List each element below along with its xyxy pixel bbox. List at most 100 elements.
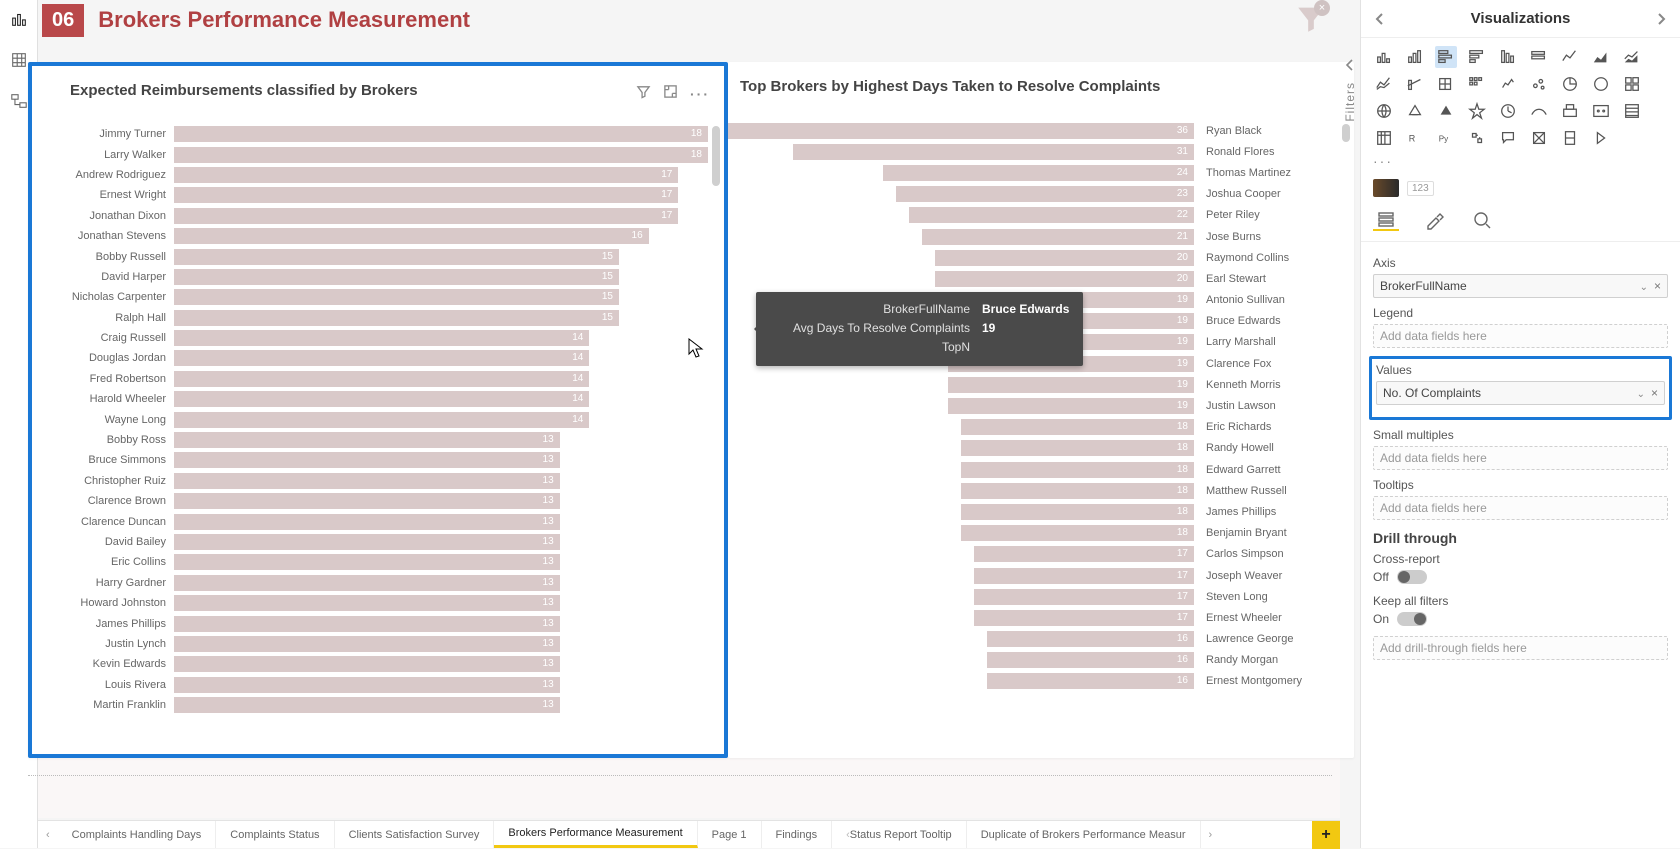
bar[interactable]: 15 — [174, 269, 619, 285]
bar[interactable]: 15 — [174, 289, 619, 305]
bar[interactable]: 20 — [935, 271, 1194, 287]
bar[interactable]: 13 — [174, 616, 560, 632]
bar[interactable]: 13 — [174, 554, 560, 570]
bar[interactable]: 14 — [174, 412, 589, 428]
bar-row[interactable]: Clarence Brown13 — [42, 491, 708, 511]
bar-row[interactable]: Louis Rivera13 — [42, 675, 708, 695]
viz-type-icon[interactable] — [1590, 73, 1612, 95]
chevron-down-icon[interactable]: ⌄ — [1637, 389, 1645, 400]
bar[interactable]: 18 — [174, 126, 708, 142]
viz-type-icon[interactable] — [1590, 46, 1612, 68]
bar-row[interactable]: 36Ryan Black — [728, 120, 1344, 141]
viz-type-icon[interactable] — [1373, 100, 1395, 122]
drill-through-field-well[interactable]: Add drill-through fields here — [1373, 636, 1668, 660]
bar-row[interactable]: Andrew Rodriguez17 — [42, 165, 708, 185]
viz-type-icon[interactable] — [1435, 73, 1457, 95]
viz-type-icon[interactable] — [1528, 100, 1550, 122]
bar-row[interactable]: 19Kenneth Morris — [728, 374, 1344, 395]
bar[interactable]: 13 — [174, 473, 560, 489]
bar-row[interactable]: 18Eric Richards — [728, 417, 1344, 438]
bar-row[interactable]: 23Joshua Cooper — [728, 184, 1344, 205]
data-view-icon[interactable] — [10, 51, 28, 74]
bar-row[interactable]: 20Raymond Collins — [728, 247, 1344, 268]
legend-field-well[interactable]: Add data fields here — [1373, 324, 1668, 348]
bar[interactable]: 13 — [174, 636, 560, 652]
bar-row[interactable]: 31Ronald Flores — [728, 141, 1344, 162]
gradient-chip[interactable] — [1373, 179, 1399, 197]
bar[interactable]: 18 — [174, 147, 708, 163]
bar[interactable]: 16 — [987, 673, 1194, 689]
bar-row[interactable]: Ralph Hall15 — [42, 308, 708, 328]
bar-row[interactable]: 18Benjamin Bryant — [728, 523, 1344, 544]
bar[interactable]: 20 — [935, 250, 1194, 266]
page-tab[interactable]: Duplicate of Brokers Performance Measur — [967, 821, 1201, 848]
bar[interactable]: 16 — [987, 631, 1194, 647]
bar[interactable]: 13 — [174, 575, 560, 591]
bar-row[interactable]: Bruce Simmons13 — [42, 450, 708, 470]
bar[interactable]: 13 — [174, 534, 560, 550]
top-brokers-days-chart[interactable]: Top Brokers by Highest Days Taken to Res… — [728, 62, 1354, 758]
bar[interactable]: 17 — [974, 568, 1194, 584]
viz-type-icon[interactable] — [1435, 46, 1457, 68]
bar-row[interactable]: Larry Walker18 — [42, 144, 708, 164]
bar[interactable]: 14 — [174, 350, 589, 366]
bar[interactable]: 16 — [987, 652, 1194, 668]
bar-row[interactable]: 18Matthew Russell — [728, 480, 1344, 501]
bar[interactable]: 13 — [174, 432, 560, 448]
chevron-down-icon[interactable]: ⌄ — [1640, 282, 1648, 293]
bar-row[interactable]: James Phillips13 — [42, 613, 708, 633]
bar-row[interactable]: David Bailey13 — [42, 532, 708, 552]
page-tab[interactable]: Complaints Status — [216, 821, 334, 848]
remove-field-icon[interactable]: × — [1654, 279, 1661, 293]
bar[interactable]: 13 — [174, 493, 560, 509]
bar-row[interactable]: 16Randy Morgan — [728, 650, 1344, 671]
bar-row[interactable]: 17Joseph Weaver — [728, 565, 1344, 586]
viz-type-icon[interactable] — [1497, 46, 1519, 68]
bar-row[interactable]: 20Earl Stewart — [728, 268, 1344, 289]
bar-row[interactable]: Jonathan Dixon17 — [42, 206, 708, 226]
tabs-scroll-right-icon[interactable]: › — [1201, 829, 1221, 841]
bar[interactable]: 13 — [174, 514, 560, 530]
viz-more-icon[interactable]: ··· — [1361, 153, 1680, 177]
small-multiples-field-well[interactable]: Add data fields here — [1373, 446, 1668, 470]
viz-type-icon[interactable] — [1621, 100, 1643, 122]
axis-field-well[interactable]: BrokerFullName ⌄× — [1373, 274, 1668, 298]
viz-type-icon[interactable] — [1528, 46, 1550, 68]
page-tab[interactable]: Clients Satisfaction Survey — [335, 821, 495, 848]
format-tab-icon[interactable] — [1421, 209, 1447, 231]
bar[interactable]: 18 — [961, 419, 1194, 435]
clear-filter-icon[interactable]: × — [1294, 2, 1328, 41]
bar-row[interactable]: 17Steven Long — [728, 586, 1344, 607]
bar[interactable]: 13 — [174, 677, 560, 693]
viz-type-icon[interactable] — [1466, 46, 1488, 68]
expected-reimbursements-chart[interactable]: Expected Reimbursements classified by Br… — [28, 62, 728, 758]
page-tab[interactable]: Findings — [762, 821, 833, 848]
bar[interactable]: 22 — [909, 207, 1194, 223]
bar-row[interactable]: Fred Robertson14 — [42, 369, 708, 389]
bar[interactable]: 17 — [974, 546, 1194, 562]
bar-row[interactable]: Ernest Wright17 — [42, 185, 708, 205]
bar[interactable]: 17 — [174, 167, 678, 183]
page-tab[interactable]: Page 1 — [698, 821, 762, 848]
page-tab[interactable]: Brokers Performance Measurement — [494, 821, 697, 848]
bar-row[interactable]: Wayne Long14 — [42, 409, 708, 429]
bar-row[interactable]: 16Lawrence George — [728, 629, 1344, 650]
bar[interactable]: 14 — [174, 371, 589, 387]
filters-pane-collapsed[interactable]: Filters — [1340, 50, 1360, 790]
analytics-tab-icon[interactable] — [1469, 209, 1495, 231]
add-page-button[interactable]: + — [1312, 821, 1340, 849]
bar-row[interactable]: Nicholas Carpenter15 — [42, 287, 708, 307]
bar-row[interactable]: 16Ernest Montgomery — [728, 671, 1344, 692]
fields-tab-icon[interactable] — [1373, 209, 1399, 231]
viz-type-icon[interactable]: Py — [1435, 127, 1457, 149]
bar-row[interactable]: David Harper15 — [42, 267, 708, 287]
bar[interactable]: 24 — [883, 165, 1194, 181]
bar[interactable]: 14 — [174, 330, 589, 346]
viz-type-icon[interactable] — [1621, 46, 1643, 68]
bar[interactable]: 31 — [793, 144, 1194, 160]
bar[interactable]: 36 — [728, 123, 1194, 139]
bar[interactable]: 17 — [974, 589, 1194, 605]
more-options-icon[interactable]: ··· — [690, 86, 710, 102]
bar-row[interactable]: Howard Johnston13 — [42, 593, 708, 613]
bar-row[interactable]: 18Randy Howell — [728, 438, 1344, 459]
